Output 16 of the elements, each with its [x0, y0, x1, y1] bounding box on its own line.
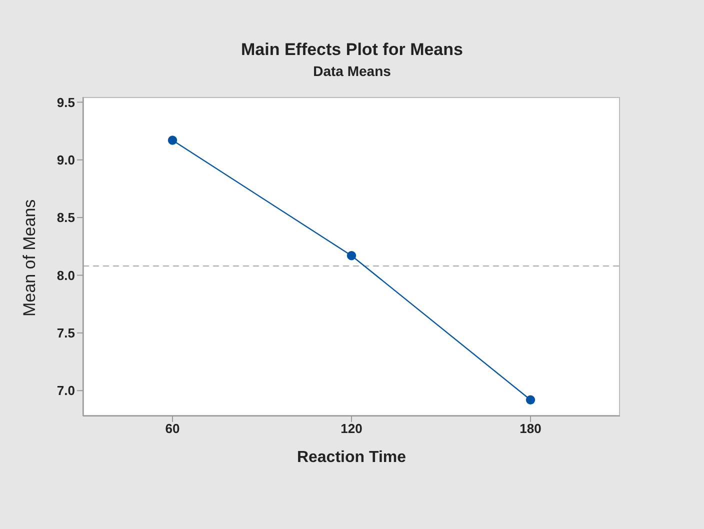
- y-tick-label: 8.5: [56, 210, 75, 226]
- y-tick-label: 9.5: [56, 94, 75, 110]
- chart-subtitle: Data Means: [312, 63, 392, 79]
- y-tick-label: 8.0: [56, 268, 75, 283]
- x-tick-label: 60: [165, 421, 180, 436]
- y-axis-title: Mean of Means: [20, 199, 40, 316]
- chart-title: Main Effects Plot for Means: [240, 40, 464, 60]
- x-tick-label: 180: [520, 421, 542, 436]
- x-tick-label: 120: [340, 421, 362, 436]
- point: [526, 395, 536, 404]
- point: [168, 136, 178, 145]
- y-tick-label: 9.0: [56, 152, 75, 168]
- x-axis-title: Reaction Time: [296, 449, 406, 466]
- point: [346, 251, 356, 260]
- y-tick-label: 7.0: [56, 383, 75, 398]
- y-tick-label: 7.5: [56, 326, 75, 341]
